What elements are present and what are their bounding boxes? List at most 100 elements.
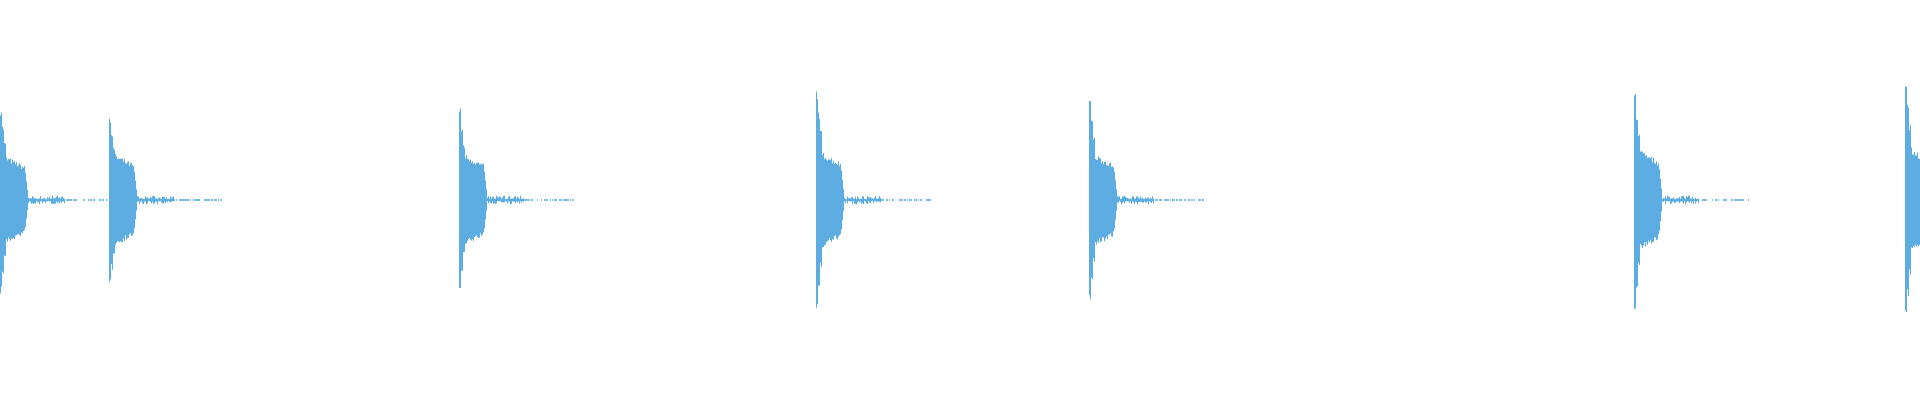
waveform-sample xyxy=(150,197,151,202)
waveform-sample xyxy=(902,199,903,201)
waveform-sample xyxy=(209,199,210,201)
waveform-sample xyxy=(122,158,123,243)
waveform-sample xyxy=(851,197,852,202)
waveform-sample xyxy=(1109,163,1110,235)
waveform-sample xyxy=(520,195,521,202)
waveform-sample xyxy=(1907,105,1908,290)
waveform-sample xyxy=(1645,156,1646,247)
waveform-sample xyxy=(132,165,133,236)
waveform-sample xyxy=(887,199,888,201)
waveform-sample xyxy=(183,199,184,201)
waveform-sample xyxy=(55,197,56,204)
waveform-sample xyxy=(830,160,831,240)
waveform-sample xyxy=(135,180,136,220)
waveform-sample xyxy=(54,198,55,204)
waveform-sample xyxy=(477,162,478,238)
waveform-sample xyxy=(1147,197,1148,202)
waveform-sample xyxy=(835,162,836,236)
waveform-sample xyxy=(487,198,488,202)
waveform-sample xyxy=(215,199,216,201)
waveform-sample xyxy=(502,197,503,203)
waveform-sample xyxy=(61,196,62,203)
waveform-sample xyxy=(506,199,507,202)
waveform-sample xyxy=(561,199,562,201)
waveform-sample xyxy=(32,196,33,204)
waveform-sample xyxy=(1715,199,1716,201)
waveform-sample xyxy=(1137,196,1138,205)
waveform-sample xyxy=(84,199,85,201)
waveform-sample xyxy=(1646,155,1647,242)
waveform-sample xyxy=(1647,158,1648,245)
waveform-sample xyxy=(10,158,11,241)
waveform-sample xyxy=(1738,199,1739,201)
waveform-sample xyxy=(820,131,821,263)
waveform-sample xyxy=(110,122,111,280)
waveform-sample xyxy=(499,196,500,202)
waveform-sample xyxy=(1658,163,1659,235)
waveform-sample xyxy=(889,199,890,201)
waveform-sample xyxy=(1918,158,1919,247)
waveform-sample xyxy=(115,154,116,245)
waveform-sample xyxy=(1132,195,1133,202)
waveform-sample xyxy=(1639,134,1640,265)
waveform-sample xyxy=(120,158,121,242)
waveform-sample xyxy=(13,161,14,238)
waveform-sample xyxy=(893,199,894,201)
waveform-sample xyxy=(172,196,173,201)
waveform-sample xyxy=(1689,195,1690,203)
waveform-sample xyxy=(1691,199,1692,204)
waveform-sample xyxy=(475,164,476,236)
waveform-sample xyxy=(1663,197,1664,202)
waveform-sample xyxy=(1732,199,1733,201)
waveform-sample xyxy=(1635,94,1636,309)
waveform-sample xyxy=(116,156,117,243)
waveform-sample xyxy=(532,199,533,201)
waveform-sample xyxy=(825,157,826,245)
waveform-sample xyxy=(563,199,564,201)
waveform-sample xyxy=(154,196,155,204)
waveform-sample xyxy=(1703,199,1704,201)
waveform-sample xyxy=(512,198,513,202)
waveform-sample xyxy=(1677,198,1678,201)
waveform-sample xyxy=(118,158,119,242)
waveform-sample xyxy=(131,163,132,237)
waveform-sample xyxy=(568,199,569,201)
waveform-sample xyxy=(467,158,468,241)
waveform-sample xyxy=(1914,151,1915,247)
waveform-sample xyxy=(69,199,70,201)
waveform-sample xyxy=(921,199,922,201)
waveform-sample xyxy=(1696,198,1697,202)
waveform-sample xyxy=(468,159,469,239)
waveform-sample xyxy=(845,199,846,204)
waveform-sample xyxy=(861,199,862,204)
waveform-sample xyxy=(113,147,114,254)
waveform-sample xyxy=(1697,199,1698,201)
waveform-sample xyxy=(28,197,29,204)
waveform-sample xyxy=(137,196,138,202)
waveform-sample xyxy=(1152,196,1153,202)
waveform-sample xyxy=(221,199,222,201)
waveform-sample xyxy=(920,199,921,201)
waveform-sample xyxy=(1091,120,1092,278)
waveform-sample xyxy=(52,195,53,204)
waveform-sample xyxy=(145,196,146,202)
waveform-sample xyxy=(1664,198,1665,201)
waveform-sample xyxy=(220,199,221,201)
waveform-sample xyxy=(522,198,523,201)
waveform-sample xyxy=(164,196,165,202)
waveform-sample xyxy=(90,199,91,201)
waveform-sample xyxy=(173,196,174,202)
waveform-sample xyxy=(564,199,565,201)
waveform-sample xyxy=(40,196,41,202)
waveform-sample xyxy=(1116,189,1117,211)
waveform-sample xyxy=(505,199,506,201)
waveform-sample xyxy=(1651,156,1652,244)
waveform-sample xyxy=(496,195,497,204)
waveform-sample xyxy=(1672,198,1673,202)
waveform-sample xyxy=(186,199,187,201)
waveform-sample xyxy=(1130,198,1131,201)
waveform-sample xyxy=(870,196,871,204)
waveform-sample xyxy=(60,198,61,202)
waveform-sample xyxy=(1138,197,1139,203)
waveform-sample xyxy=(516,198,517,202)
